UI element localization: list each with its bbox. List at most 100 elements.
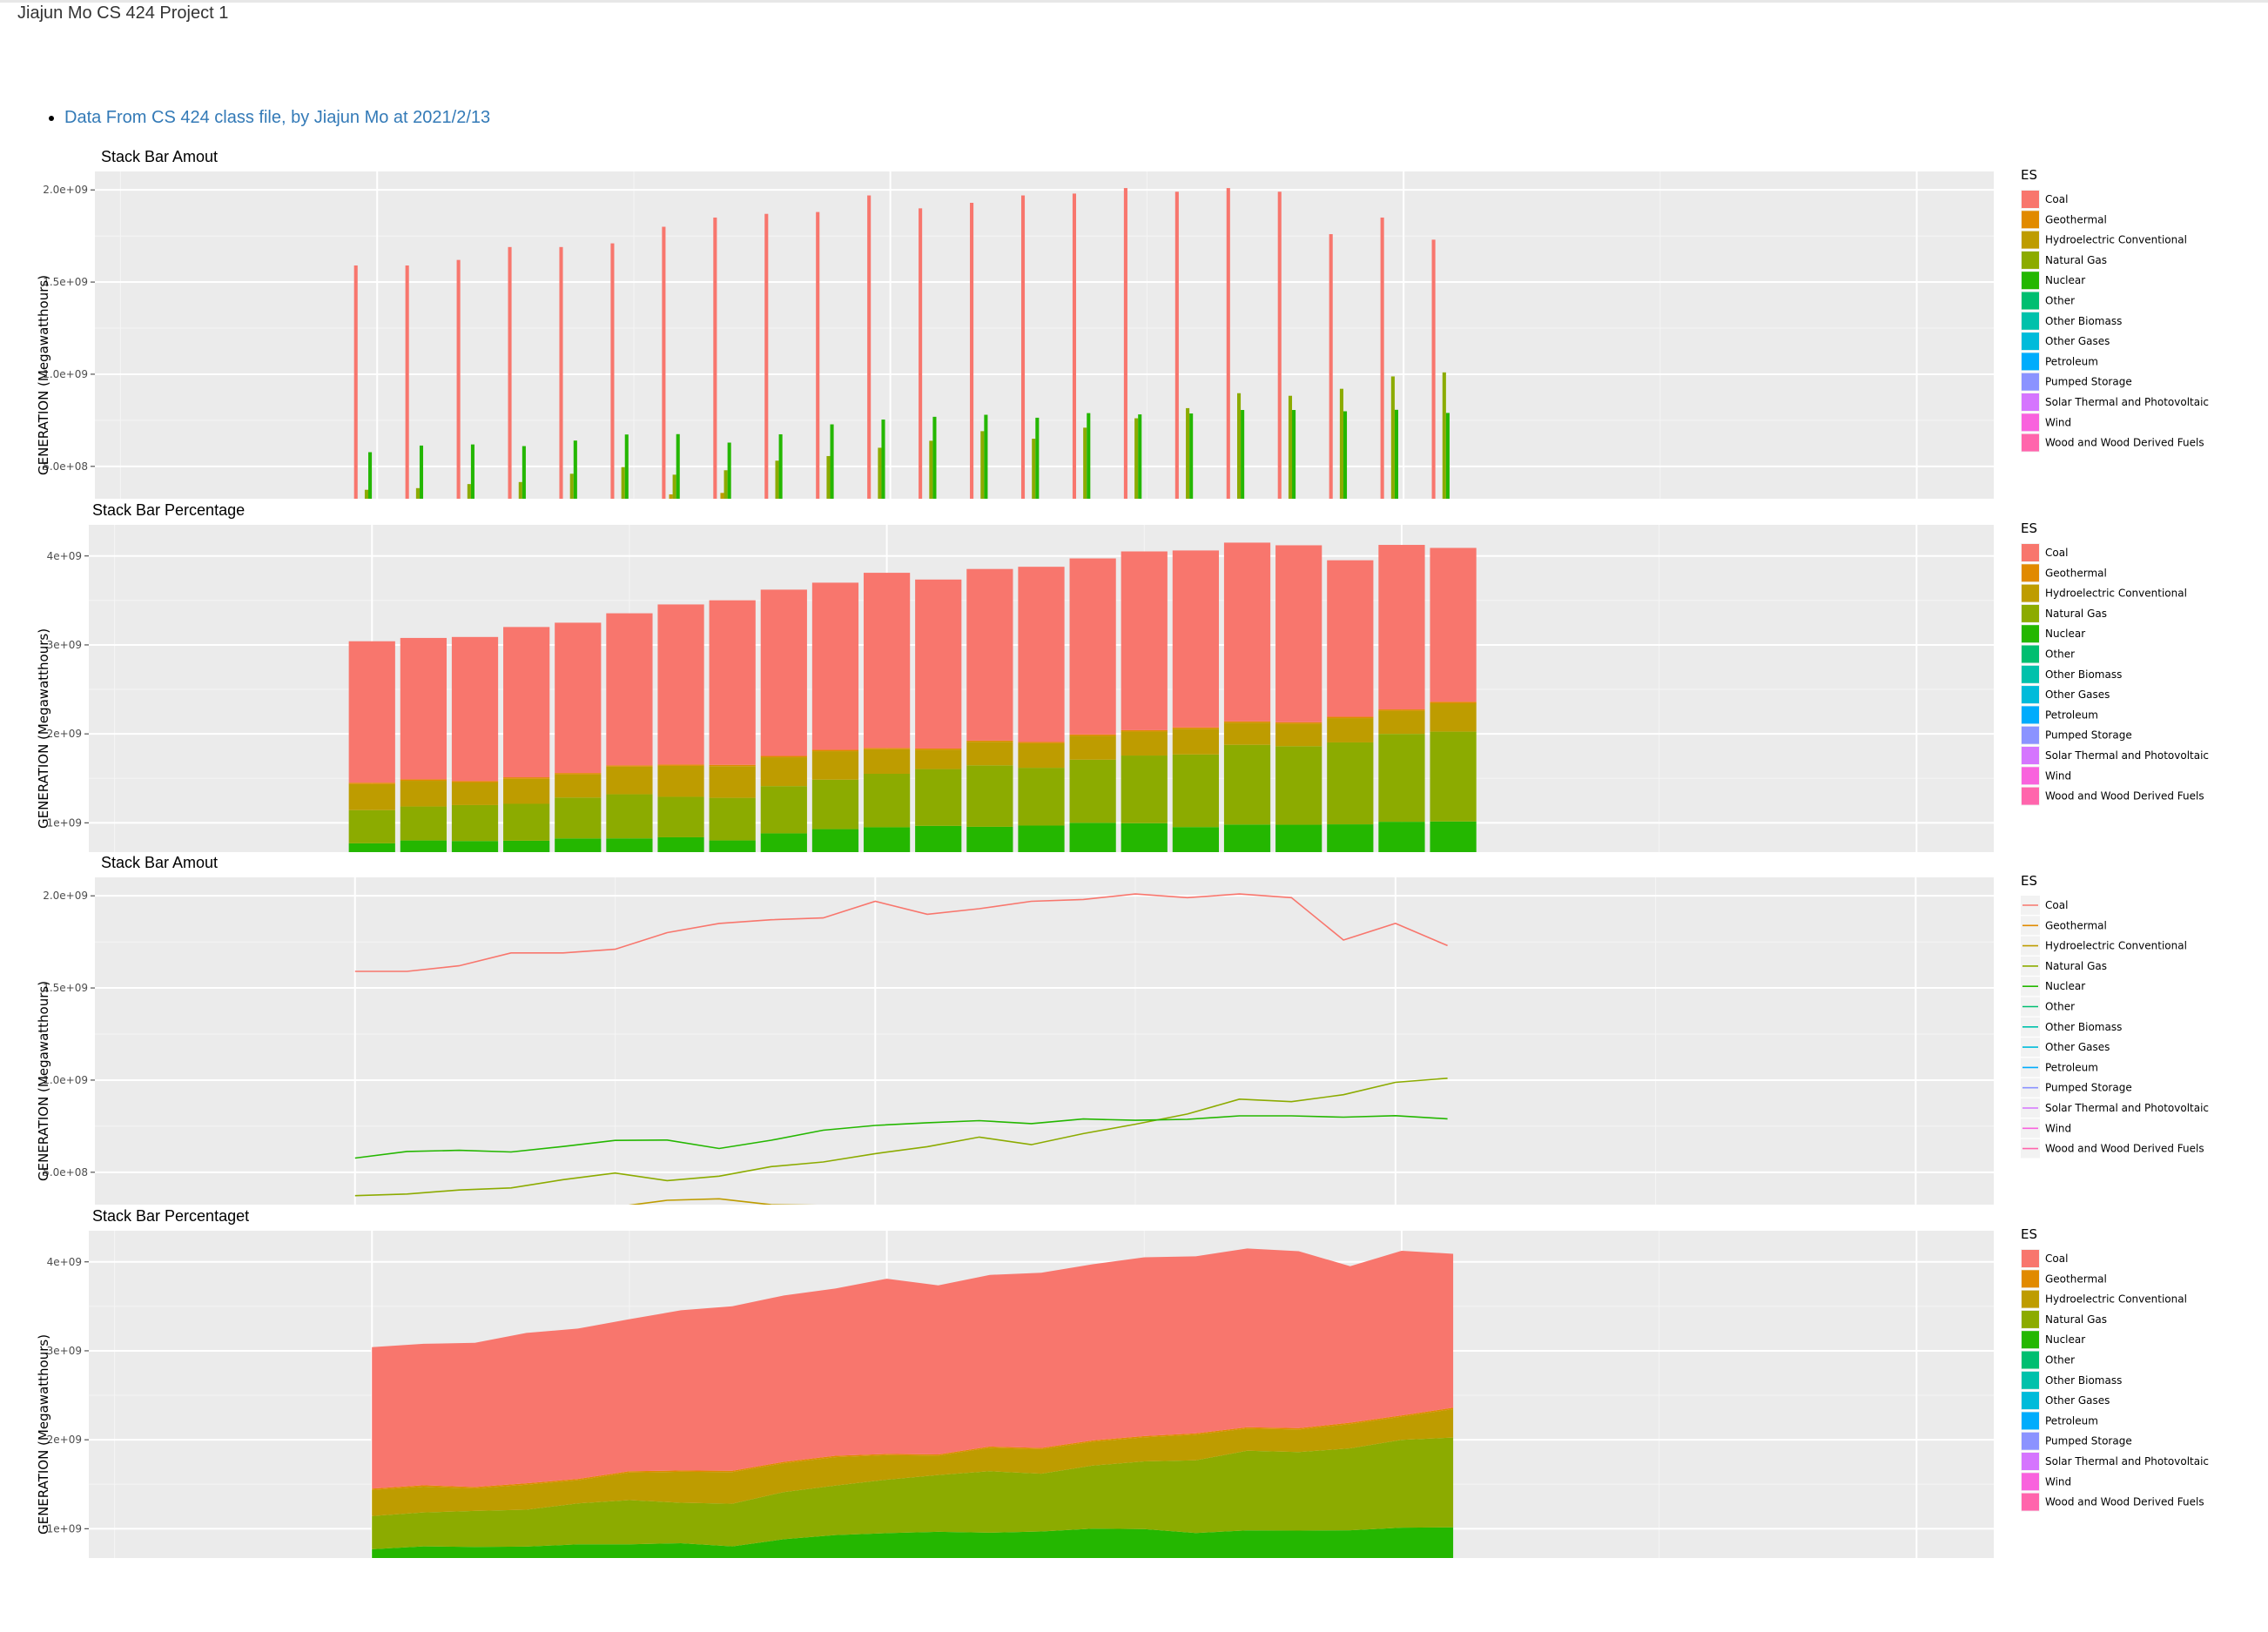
legend-swatch xyxy=(2022,211,2039,229)
legend-swatch xyxy=(2022,726,2039,744)
bar-coal-2011 xyxy=(1431,239,1436,499)
legend-swatch xyxy=(2022,353,2039,371)
bar-nuclear-2004 xyxy=(1087,413,1091,499)
legend-item-coal: Coal xyxy=(2021,896,2068,915)
legend-swatch xyxy=(2022,1290,2039,1308)
bar-coal-2008 xyxy=(1277,191,1282,499)
bar-natural-gas-2001 xyxy=(929,440,933,499)
chart-title: Stack Bar Percentage xyxy=(92,501,245,519)
legend-swatch xyxy=(2022,1331,2039,1349)
legend-item-wood-and-wood-derived-fuels: Wood and Wood Derived Fuels xyxy=(2021,786,2204,806)
legend-swatch xyxy=(2022,1250,2039,1267)
area-natural-gas xyxy=(372,1437,1454,1549)
bar-nuclear-1992 xyxy=(451,841,499,852)
y-axis-title: GENERATION (Megawatthours) xyxy=(36,275,51,475)
bar-natural-gas-2005 xyxy=(1134,418,1139,499)
legend-item-solar-thermal-and-photovoltaic: Solar Thermal and Photovoltaic xyxy=(2021,746,2209,765)
y-axis-title: GENERATION (Megawatthours) xyxy=(36,628,51,829)
legend-swatch xyxy=(2022,787,2039,805)
bar-natural-gas-2003 xyxy=(1032,439,1036,499)
bar-coal-2002 xyxy=(970,203,974,499)
y-tick-label: 4e+09 xyxy=(47,550,82,562)
legend-label: Wood and Wood Derived Fuels xyxy=(2045,437,2204,449)
bar-coal-2009 xyxy=(1329,234,1333,499)
legend-item-coal: Coal xyxy=(2021,190,2068,209)
legend-label: Other Biomass xyxy=(2045,1021,2122,1033)
legend-label: Petroleum xyxy=(2045,355,2098,367)
bar-hydroelectric-conventional-1997 xyxy=(720,493,724,499)
bar-coal-1995 xyxy=(610,243,615,499)
legend-title: ES xyxy=(2021,520,2037,536)
y-tick-label: 2e+09 xyxy=(47,728,82,740)
legend-item-other-biomass: Other Biomass xyxy=(2021,1370,2122,1390)
legend-swatch xyxy=(2022,625,2039,643)
legend-label: Petroleum xyxy=(2045,1061,2098,1073)
bar-coal-1992 xyxy=(456,259,461,499)
y-tick-label: 1.5e+09 xyxy=(43,276,88,288)
bar-natural-gas-1992 xyxy=(451,804,499,842)
bar-natural-gas-2010 xyxy=(1378,734,1425,823)
data-source-link[interactable]: Data From CS 424 class file, by Jiajun M… xyxy=(64,108,491,127)
bar-natural-gas-1993 xyxy=(518,481,522,499)
legend-swatch xyxy=(2022,686,2039,704)
bar-nuclear-1997 xyxy=(727,442,731,499)
y-tick-label: 2.0e+09 xyxy=(43,184,88,196)
legend-item-other: Other xyxy=(2021,997,2075,1017)
legend-swatch xyxy=(2022,604,2039,622)
bar-natural-gas-2004 xyxy=(1069,759,1116,823)
line-nuclear xyxy=(354,1114,1448,1159)
legend-swatch xyxy=(2022,1351,2039,1369)
plot-panel xyxy=(95,877,1994,1205)
bar-natural-gas-1995 xyxy=(606,794,653,839)
bar-hydroelectric-conventional-1990 xyxy=(348,783,395,810)
legend-label: Hydroelectric Conventional xyxy=(2045,940,2187,952)
plot-panel xyxy=(95,171,1994,499)
y-tick-label: 3e+09 xyxy=(47,1345,82,1357)
bar-coal-1995 xyxy=(606,613,653,766)
legend-label: Petroleum xyxy=(2045,1414,2098,1427)
legend-item-geothermal: Geothermal xyxy=(2021,563,2107,583)
legend-item-coal: Coal xyxy=(2021,1249,2068,1268)
bar-nuclear-2008 xyxy=(1275,824,1322,852)
bar-coal-2003 xyxy=(1018,567,1065,742)
legend-swatch xyxy=(2022,312,2039,330)
data-marks xyxy=(372,1248,1454,1558)
bar-hydroelectric-conventional-1995 xyxy=(606,766,653,795)
bar-nuclear-1994 xyxy=(555,838,602,852)
data-marks xyxy=(348,542,1477,852)
legend-label: Hydroelectric Conventional xyxy=(2045,588,2187,600)
legend-item-solar-thermal-and-photovoltaic: Solar Thermal and Photovoltaic xyxy=(2021,1098,2209,1118)
bar-hydroelectric-conventional-1992 xyxy=(451,782,499,805)
bar-natural-gas-2006 xyxy=(1186,407,1190,499)
bar-coal-2001 xyxy=(919,208,923,499)
bar-coal-2006 xyxy=(1172,550,1220,728)
bar-nuclear-1990 xyxy=(368,452,373,499)
legend-item-coal: Coal xyxy=(2021,543,2068,562)
legend-item-nuclear: Nuclear xyxy=(2021,271,2085,291)
bar-hydroelectric-conventional-2008 xyxy=(1275,723,1322,747)
list-item: Data From CS 424 class file, by Jiajun M… xyxy=(64,108,490,128)
bar-natural-gas-2008 xyxy=(1275,746,1322,825)
legend-item-other: Other xyxy=(2021,1350,2075,1370)
bar-hydroelectric-conventional-2004 xyxy=(1069,735,1116,760)
bar-coal-1999 xyxy=(816,212,820,499)
legend-swatch xyxy=(2022,272,2039,290)
bar-coal-2004 xyxy=(1072,193,1077,499)
bar-hydroelectric-conventional-2007 xyxy=(1223,722,1271,745)
legend: ES Coal Geothermal Hydroelectric Convention… xyxy=(2021,167,2209,453)
legend-label: Natural Gas xyxy=(2045,254,2107,266)
legend-item-natural-gas: Natural Gas xyxy=(2021,956,2107,976)
legend-item-wood-and-wood-derived-fuels: Wood and Wood Derived Fuels xyxy=(2021,433,2204,453)
legend-swatch xyxy=(2022,1412,2039,1430)
legend-item-petroleum: Petroleum xyxy=(2021,352,2098,372)
legend: ES Coal Geothermal Hydroelectric Convention… xyxy=(2021,873,2209,1159)
bar-natural-gas-2005 xyxy=(1121,756,1168,823)
legend-swatch xyxy=(2022,544,2039,561)
y-axis-title: GENERATION (Megawatthours) xyxy=(36,1334,51,1535)
legend-swatch xyxy=(2022,1310,2039,1328)
chart-4-stacked-area: Stack Bar Percentaget0e+001e+092e+093e+0… xyxy=(36,1207,2209,1558)
legend-item-pumped-storage: Pumped Storage xyxy=(2021,1078,2132,1098)
page-title: Jiajun Mo CS 424 Project 1 xyxy=(17,3,229,23)
legend-item-hydroelectric-conventional: Hydroelectric Conventional xyxy=(2021,583,2187,603)
bar-nuclear-2000 xyxy=(881,420,885,499)
